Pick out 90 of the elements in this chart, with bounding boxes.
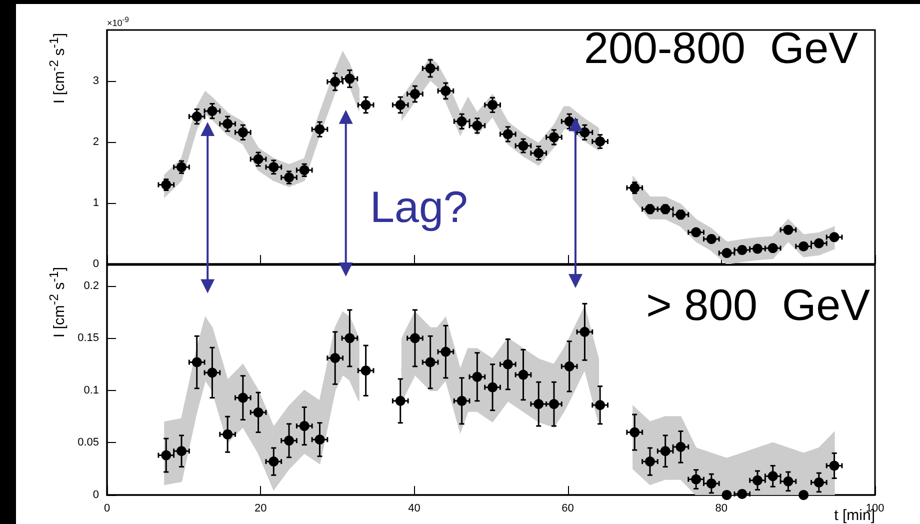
point: [207, 368, 218, 378]
y-tick-label: 0: [92, 258, 99, 270]
point: [488, 100, 498, 110]
point: [548, 132, 559, 142]
point: [440, 86, 451, 96]
point: [595, 136, 606, 147]
point: [425, 63, 436, 74]
point: [798, 241, 809, 252]
point: [284, 436, 294, 446]
point: [222, 429, 233, 440]
y-tick-label: 3: [92, 75, 99, 88]
point: [268, 162, 279, 172]
y-tick-label: 0.05: [78, 436, 99, 449]
point: [691, 474, 702, 484]
point: [410, 333, 420, 344]
x-tick-label: 20: [254, 502, 267, 514]
point: [395, 100, 406, 110]
point: [502, 129, 513, 140]
point: [768, 471, 778, 482]
point: [564, 361, 574, 372]
point: [344, 74, 355, 84]
point: [814, 238, 824, 248]
point: [798, 490, 809, 500]
point: [752, 244, 762, 254]
y-tick-label: 2: [92, 136, 99, 148]
point: [814, 477, 824, 488]
y-tick-label: 1: [92, 197, 99, 210]
point: [660, 446, 670, 456]
y-tick-label: 0.15: [78, 332, 99, 344]
point: [534, 148, 544, 158]
point: [440, 346, 451, 357]
point: [783, 476, 794, 486]
annotation: 200-800 GeV: [584, 24, 858, 73]
point: [518, 140, 528, 151]
point: [192, 112, 202, 122]
point: [518, 370, 528, 380]
point: [207, 106, 218, 116]
annotation: Lag?: [370, 183, 468, 232]
point: [580, 127, 590, 138]
annotation: > 800 GeV: [646, 281, 870, 330]
point: [425, 357, 436, 368]
x-tick-label: 80: [715, 502, 728, 514]
y-tick-label: 0: [92, 489, 99, 501]
point: [330, 353, 340, 364]
point: [314, 434, 325, 445]
point: [502, 359, 513, 370]
point: [630, 427, 640, 438]
point: [768, 243, 778, 254]
point: [238, 392, 248, 403]
point: [344, 333, 355, 344]
y-tick-label: 0.1: [84, 384, 99, 396]
point: [299, 421, 310, 431]
point: [752, 475, 762, 486]
point: [722, 248, 732, 258]
point: [253, 154, 264, 164]
point: [737, 244, 748, 255]
y-tick-label: 0.2: [84, 280, 99, 292]
point: [456, 396, 467, 406]
point: [456, 116, 467, 126]
point: [268, 456, 279, 467]
point: [314, 124, 325, 134]
point: [238, 127, 248, 138]
point: [706, 478, 716, 488]
point: [472, 120, 482, 131]
point: [395, 396, 406, 406]
point: [410, 88, 420, 99]
point: [676, 442, 686, 452]
point: [176, 446, 186, 456]
point: [253, 407, 264, 418]
point: [722, 490, 732, 500]
point: [161, 450, 172, 460]
point: [330, 76, 340, 87]
point: [580, 326, 590, 337]
point: [595, 400, 606, 410]
point: [630, 182, 640, 193]
point: [472, 372, 482, 382]
point: [488, 382, 498, 392]
point: [222, 118, 233, 129]
point: [192, 357, 202, 368]
x-tick-label: 0: [104, 502, 110, 514]
x-tick-label: 60: [562, 502, 574, 514]
point: [737, 488, 748, 499]
point: [360, 100, 371, 110]
point: [534, 399, 544, 410]
x-tick-label: 40: [408, 502, 420, 514]
text: ×10$^{-9}$: [107, 15, 129, 28]
point: [548, 399, 559, 410]
point: [644, 456, 655, 467]
point: [829, 460, 840, 471]
point: [360, 366, 371, 376]
